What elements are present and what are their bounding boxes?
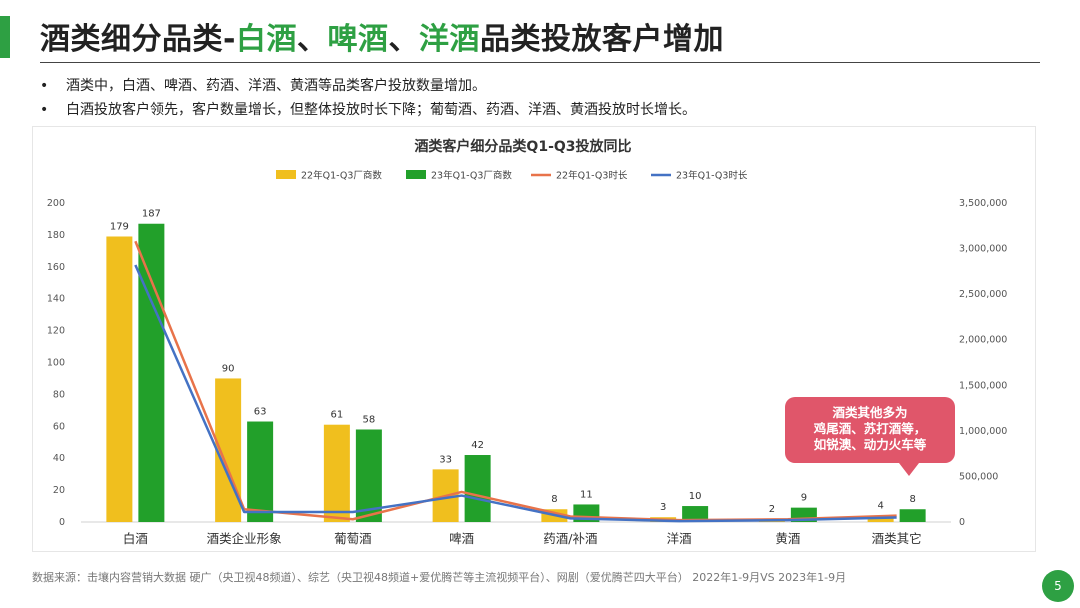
bar-data-label: 11 [580, 489, 593, 500]
title-part: 、 [388, 22, 419, 57]
left-tick-label: 40 [53, 453, 65, 464]
bar [464, 455, 491, 522]
bar [323, 424, 350, 522]
bar [247, 421, 274, 522]
right-tick-label: 2,000,000 [959, 335, 1007, 346]
category-label: 酒类企业形象 [207, 531, 282, 546]
left-axis: 0 20 40 60 80 100 120 140 160 180 200 [47, 198, 65, 528]
callout-line: 酒类其他多为 [832, 405, 907, 420]
left-tick-label: 80 [53, 389, 65, 400]
title-highlight: 啤酒 [327, 22, 389, 57]
right-tick-label: 2,500,000 [959, 289, 1007, 300]
bar-data-label: 63 [254, 407, 267, 418]
callout-shape [785, 397, 955, 476]
bar-data-label: 187 [142, 209, 161, 220]
chart-legend: 22年Q1-Q3厂商数 23年Q1-Q3厂商数 22年Q1-Q3时长 23年Q1-Q3… [276, 170, 748, 182]
callout-line: 鸡尾酒、苏打酒等， [813, 421, 927, 436]
category-label: 酒类其它 [872, 531, 922, 546]
category-label: 啤酒 [449, 531, 474, 546]
title-accent-bar [0, 16, 10, 58]
bar-group: 179 90 61 33 8 3 2 4 187 63 58 42 11 10 9 8 [81, 209, 951, 523]
title-highlight: 白酒 [235, 22, 297, 57]
category-label: 洋酒 [667, 531, 692, 546]
title-part: 品类投放客户增加 [479, 22, 724, 57]
bar-data-label: 9 [801, 493, 807, 504]
chart-svg: 酒类客户细分品类Q1-Q3投放同比 22年Q1-Q3厂商数 23年Q1-Q3厂商数… [47, 138, 1008, 546]
left-tick-label: 20 [53, 485, 65, 496]
left-tick-label: 0 [59, 517, 65, 528]
bar-data-label: 4 [877, 501, 883, 512]
bar-data-label: 2 [769, 504, 775, 515]
bullet-dot: • [40, 78, 49, 94]
bar [682, 506, 709, 522]
page-number-badge: 5 [1042, 570, 1074, 602]
right-axis: 0 500,000 1,000,000 1,500,000 2,000,000 2,500… [959, 198, 1007, 528]
right-tick-label: 3,500,000 [959, 198, 1007, 209]
bullet-text: 白酒投放客户领先，客户数量增长，但整体投放时长下降；葡萄酒、药酒、洋酒、黄酒投放… [66, 102, 696, 118]
category-label: 药酒/补酒 [543, 531, 597, 546]
bar-data-label: 3 [660, 502, 666, 513]
bar-data-label: 8 [551, 494, 557, 505]
bullet-text: 酒类中，白酒、啤酒、药酒、洋酒、黄酒等品类客户投放数量增加。 [66, 78, 486, 94]
legend-swatch [276, 170, 296, 179]
bar-data-label: 179 [110, 221, 129, 232]
right-tick-label: 3,000,000 [959, 244, 1007, 255]
legend-label: 22年Q1-Q3厂商数 [301, 170, 382, 182]
bar-data-label: 58 [363, 414, 376, 425]
legend-label: 23年Q1-Q3厂商数 [431, 170, 512, 182]
callout-bubble: 酒类其他多为 鸡尾酒、苏打酒等， 如锐澳、动力火车等 [785, 397, 955, 476]
category-label: 葡萄酒 [334, 531, 372, 546]
bullet-item: • 酒类中，白酒、啤酒、药酒、洋酒、黄酒等品类客户投放数量增加。 [40, 74, 696, 98]
left-tick-label: 120 [47, 326, 65, 337]
right-tick-label: 0 [959, 517, 965, 528]
bar-data-label: 10 [689, 491, 702, 502]
title-part: 酒类细分品类- [40, 22, 236, 57]
bar-data-label: 61 [331, 410, 344, 421]
callout-line: 如锐澳、动力火车等 [814, 437, 927, 452]
left-tick-label: 200 [47, 198, 65, 209]
bar-data-label: 90 [222, 363, 235, 374]
bar-data-label: 42 [471, 440, 484, 451]
legend-label: 23年Q1-Q3时长 [676, 170, 748, 182]
line-group [134, 240, 897, 523]
right-tick-label: 500,000 [959, 471, 998, 482]
chart-panel: 酒类客户细分品类Q1-Q3投放同比 22年Q1-Q3厂商数 23年Q1-Q3厂商数… [32, 126, 1036, 552]
bar-data-label: 33 [439, 454, 452, 465]
bar [138, 223, 165, 523]
left-tick-label: 140 [47, 294, 65, 305]
title-part: 、 [296, 22, 328, 57]
bar [355, 429, 382, 522]
left-tick-label: 100 [47, 358, 65, 369]
chart-title: 酒类客户细分品类Q1-Q3投放同比 [414, 138, 631, 155]
page-title: 酒类细分品类-白酒、啤酒、洋酒品类投放客户增加 [40, 14, 724, 58]
left-tick-label: 60 [53, 421, 65, 432]
legend-swatch [406, 170, 426, 179]
bar-data-label: 8 [909, 494, 915, 505]
series-line [134, 264, 897, 523]
bar [899, 509, 926, 522]
left-tick-label: 180 [47, 230, 65, 241]
bar [106, 236, 133, 522]
right-tick-label: 1,000,000 [959, 426, 1007, 437]
category-label: 白酒 [123, 531, 148, 546]
title-divider [40, 62, 1040, 63]
bullet-list: • 酒类中，白酒、啤酒、药酒、洋酒、黄酒等品类客户投放数量增加。 • 白酒投放客户领… [40, 74, 696, 122]
legend-label: 22年Q1-Q3时长 [556, 170, 628, 182]
title-highlight: 洋酒 [418, 22, 480, 57]
bullet-item: • 白酒投放客户领先，客户数量增长，但整体投放时长下降；葡萄酒、药酒、洋酒、黄酒投… [40, 98, 696, 122]
data-source-note: 数据来源：击壤内容营销大数据 硬广（央卫视48频道）、综艺（央卫视48频道+爱优… [32, 571, 847, 584]
category-label: 黄酒 [775, 531, 800, 546]
left-tick-label: 160 [47, 262, 65, 273]
right-tick-label: 1,500,000 [959, 380, 1007, 391]
category-axis: 白酒 酒类企业形象 葡萄酒 啤酒 药酒/补酒 洋酒 黄酒 酒类其它 [123, 531, 922, 546]
bullet-dot: • [40, 102, 49, 118]
